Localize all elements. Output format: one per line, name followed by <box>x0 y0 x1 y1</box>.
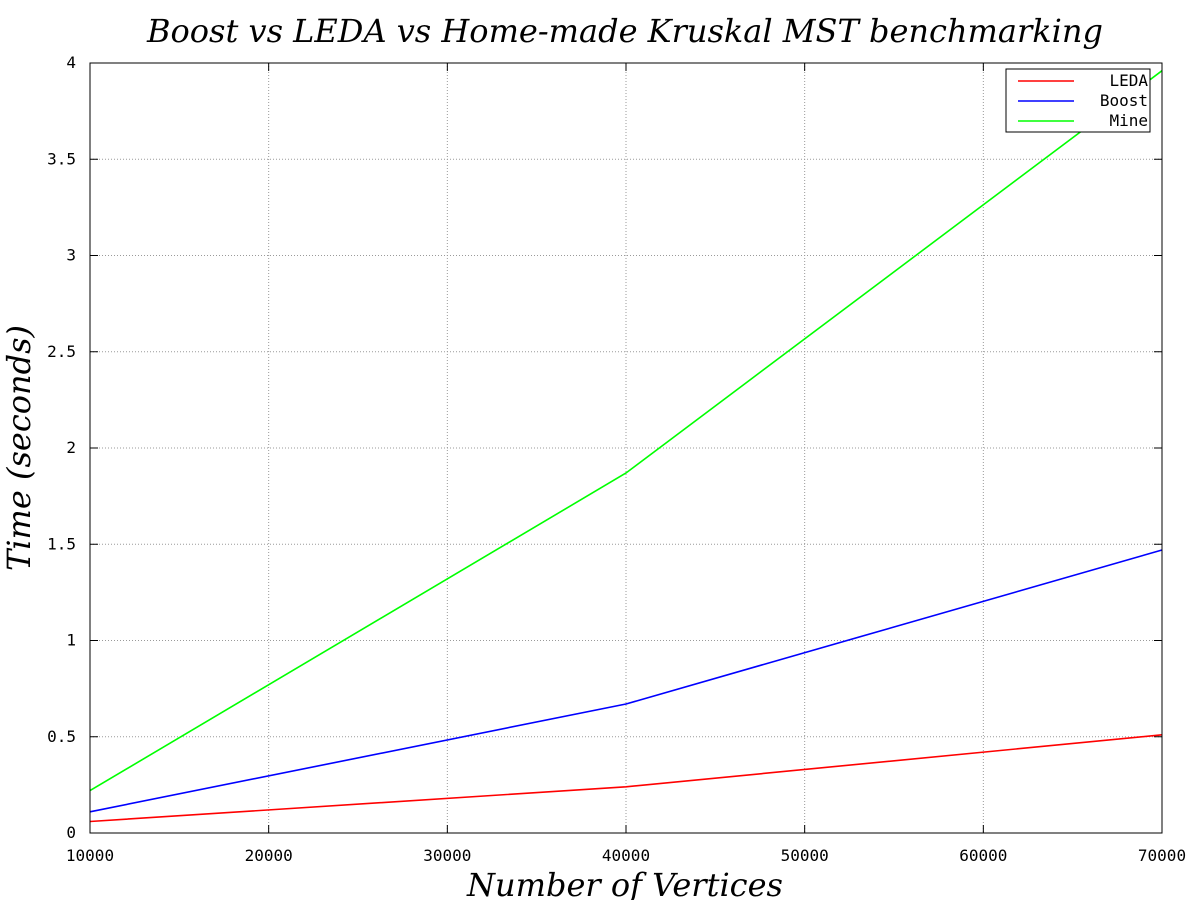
axis-ticks: 10000 20000 30000 40000 50000 60000 70000 0 0.5 1… <box>47 53 1186 865</box>
y-tick-label: 3.5 <box>47 149 76 168</box>
chart-title: Boost vs LEDA vs Home-made Kruskal MST b… <box>146 12 1103 50</box>
y-tick-label: 0 <box>66 823 76 842</box>
legend-label-boost: Boost <box>1100 91 1148 110</box>
x-tick-label: 40000 <box>602 846 650 865</box>
x-tick-label: 30000 <box>423 846 471 865</box>
series-line-mine <box>89 70 1163 792</box>
plot-frame <box>89 62 1163 834</box>
y-tick-label: 1.5 <box>47 534 76 553</box>
x-tick-label: 20000 <box>245 846 293 865</box>
y-tick-label: 4 <box>66 53 76 72</box>
x-axis-title: Number of Vertices <box>466 866 783 900</box>
y-axis-title: Time (seconds) <box>0 325 38 571</box>
y-tick-label: 1 <box>66 631 76 650</box>
x-tick-label: 70000 <box>1138 846 1186 865</box>
x-tick-label: 10000 <box>66 846 114 865</box>
y-tick-label: 2 <box>66 438 76 457</box>
legend-label-mine: Mine <box>1109 111 1148 130</box>
x-tick-label: 60000 <box>959 846 1007 865</box>
grid <box>90 63 1162 833</box>
y-tick-label: 2.5 <box>47 342 76 361</box>
legend-label-leda: LEDA <box>1109 71 1148 90</box>
x-tick-label: 50000 <box>781 846 829 865</box>
y-tick-label: 3 <box>66 246 76 265</box>
series-line-leda <box>89 734 1163 823</box>
series-lines <box>89 70 1163 823</box>
y-tick-label: 0.5 <box>47 727 76 746</box>
series-line-boost <box>89 549 1163 813</box>
